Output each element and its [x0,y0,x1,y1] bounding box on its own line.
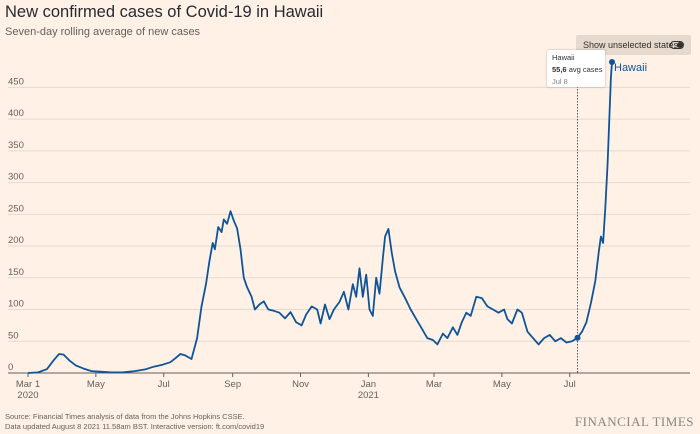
series-label-hawaii: Hawaii [614,62,648,74]
tooltip-date: Jul 8 [552,77,568,86]
x-tick-year-label: 2021 [358,390,379,401]
tooltip-value-unit: avg cases [566,65,603,74]
highlight-point [574,334,581,341]
tooltip-value-number: 55,6 [552,65,567,74]
y-tick-label: 450 [8,76,24,87]
toggle-knob [677,42,683,48]
ft-logo: FINANCIAL TIMES [574,414,694,429]
x-tick-label: May [87,379,105,390]
tooltip-series-name: Hawaii [552,53,575,62]
toggle-switch-icon[interactable] [670,41,684,49]
y-tick-label: 50 [8,330,19,341]
x-tick-label: May [493,379,511,390]
x-tick-label: Nov [292,379,309,390]
source-line-2: Data updated August 8 2021 11.58am BST. … [5,422,265,431]
show-unselected-toggle[interactable]: Show unselected states [576,35,691,55]
chart-subtitle: Seven-day rolling average of new cases [5,26,201,38]
grid-layer: 0 50 100 150 200 250 300 350 400 450 [8,76,690,374]
x-tick-label: Mar [426,379,442,390]
source-note: Source: Financial Times analysis of data… [5,412,264,432]
y-tick-label: 400 [8,108,24,119]
x-tick-label: Jul [564,379,576,390]
tooltip-value: 55,6 avg cases [552,65,603,74]
toggle-label: Show unselected states [583,40,679,50]
series-end-point [609,59,615,65]
x-tick-label: Sep [224,379,241,390]
y-tick-label: 200 [8,235,24,246]
chart-title: New confirmed cases of Covid-19 in Hawai… [5,3,324,21]
source-line-1: Source: Financial Times analysis of data… [5,412,245,421]
x-tick-year-label: 2020 [17,390,38,401]
y-tick-label: 350 [8,140,24,151]
x-tick-label: Jan [361,379,376,390]
y-tick-label: 250 [8,203,24,214]
x-tick-label: Jul [158,379,170,390]
y-tick-label: 150 [8,267,24,278]
y-tick-label: 300 [8,172,24,183]
x-tick-label: Mar 1 [16,379,40,390]
y-tick-label: 0 [8,362,13,373]
series-line-hawaii [27,61,613,374]
hover-tooltip: Hawaii 55,6 avg cases Jul 8 [547,50,605,87]
y-tick-label: 100 [8,299,24,310]
series-layer [27,59,615,374]
